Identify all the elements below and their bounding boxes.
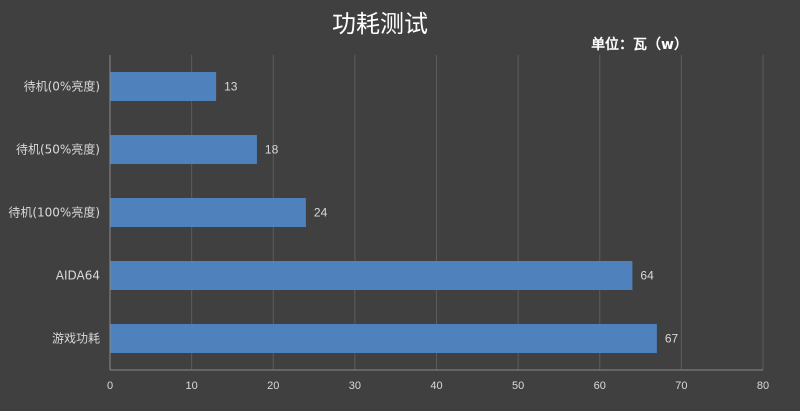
x-tick-label-10: 10	[186, 380, 198, 392]
bar-1	[110, 135, 257, 164]
x-tick-label-40: 40	[430, 380, 442, 392]
data-label-3: 64	[640, 269, 654, 283]
category-label-2: 待机(100%亮度)	[8, 205, 100, 220]
data-label-0: 13	[224, 80, 238, 94]
x-tick-label-50: 50	[512, 380, 524, 392]
category-label-3: AIDA64	[56, 269, 100, 283]
data-label-1: 18	[265, 143, 279, 157]
unit-label: 单位：瓦（w）	[591, 37, 688, 53]
bar-0	[110, 72, 217, 101]
x-tick-label-80: 80	[757, 380, 769, 392]
data-label-4: 67	[665, 332, 679, 346]
data-label-2: 24	[314, 206, 328, 220]
bar-2	[110, 198, 306, 227]
x-tick-label-70: 70	[675, 380, 687, 392]
bar-3	[110, 261, 633, 290]
x-tick-label-60: 60	[594, 380, 606, 392]
x-tick-label-0: 0	[107, 380, 113, 392]
x-tick-label-30: 30	[349, 380, 361, 392]
chart-title: 功耗测试	[332, 10, 428, 38]
category-label-0: 待机(0%亮度)	[24, 79, 100, 94]
category-label-4: 游戏功耗	[52, 332, 100, 346]
x-tick-label-20: 20	[267, 380, 279, 392]
bar-4	[110, 324, 657, 353]
category-label-1: 待机(50%亮度)	[16, 142, 100, 157]
